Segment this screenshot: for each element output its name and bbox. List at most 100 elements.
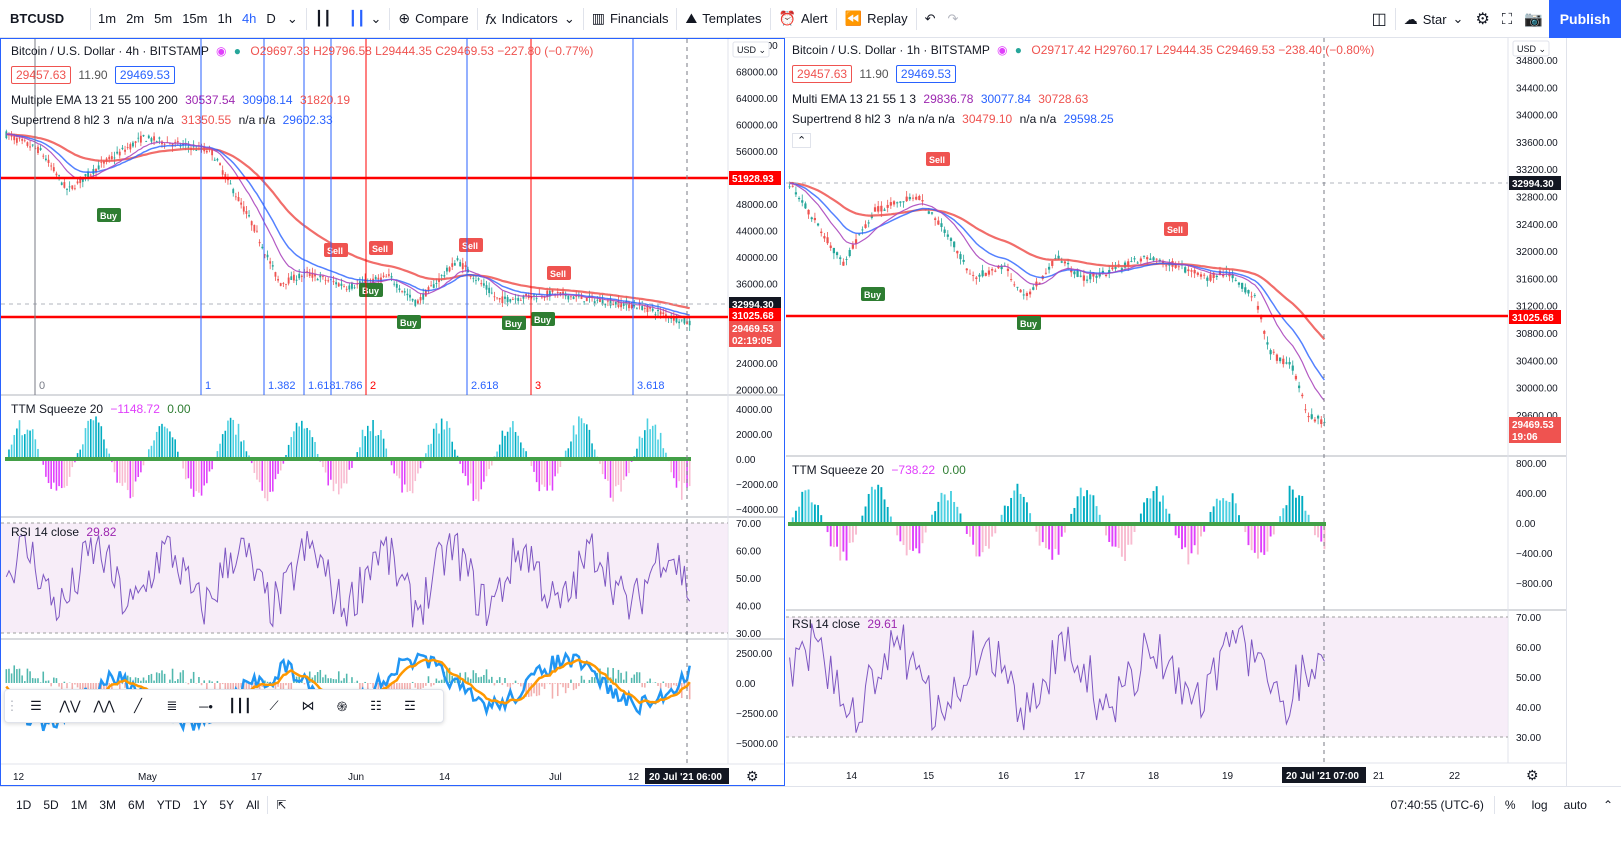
right-ask-box[interactable]: 29469.53 <box>895 65 956 83</box>
redo-button[interactable]: ↷ <box>941 0 964 38</box>
buy-signal-label[interactable]: Buy <box>100 211 117 221</box>
indicators-button[interactable]: fx Indicators ⌄ <box>480 0 581 38</box>
drag-handle-icon[interactable]: ⋮ <box>5 698 19 713</box>
buy-signal-badge[interactable] <box>531 312 555 326</box>
auto-toggle[interactable]: auto <box>1563 798 1587 812</box>
sell-signal-badge[interactable] <box>324 243 348 257</box>
sell-signal-label[interactable]: Sell <box>327 246 343 256</box>
log-toggle[interactable]: log <box>1531 798 1548 812</box>
left-ema-legend[interactable]: Multiple EMA 13 21 55 100 200 30537.54 3… <box>11 93 350 107</box>
range-5y[interactable]: 5Y <box>219 797 235 812</box>
collapse-legend-button[interactable]: ⌃ <box>792 133 812 148</box>
sell-signal-badge[interactable] <box>1164 222 1188 236</box>
currency-label[interactable]: USD ⌄ <box>737 45 766 55</box>
publish-button[interactable]: Publish <box>1549 0 1621 38</box>
chart-settings-gear-icon[interactable]: ⚙ <box>1526 767 1539 783</box>
range-1y[interactable]: 1Y <box>192 797 208 812</box>
left-bid-box[interactable]: 29457.63 <box>11 66 72 84</box>
right-ema-legend[interactable]: Multi EMA 13 21 55 1 3 29836.78 30077.84… <box>792 92 1088 106</box>
expand-up-icon[interactable]: ⌃ <box>1602 798 1613 812</box>
timeframe-1h[interactable]: 1h <box>217 11 232 26</box>
buy-signal-badge[interactable] <box>502 316 526 330</box>
horizontal-lines-tool-icon[interactable]: ☰ <box>30 698 42 713</box>
alert-button[interactable]: ⏰ Alert <box>773 0 834 38</box>
right-bid-box[interactable]: 29457.63 <box>792 65 853 83</box>
horizontal-ray-tool-icon[interactable]: ─• <box>199 698 213 714</box>
star-button[interactable]: ☁ Star ⌄ <box>1398 0 1470 38</box>
fib-extension-tool-icon[interactable]: ☷ <box>370 698 382 713</box>
line-tool-icon[interactable]: ⟋ <box>269 698 279 713</box>
buy-signal-label[interactable]: Buy <box>362 286 379 296</box>
buy-signal-label[interactable]: Buy <box>505 319 522 329</box>
range-all[interactable]: All <box>246 797 260 812</box>
buy-signal-label[interactable]: Buy <box>400 318 417 328</box>
compare-button[interactable]: ⊕ Compare <box>392 0 474 38</box>
range-3m[interactable]: 3M <box>99 797 117 812</box>
timeframe-2m[interactable]: 2m <box>126 11 145 26</box>
percent-toggle[interactable]: % <box>1504 798 1516 812</box>
sell-signal-badge[interactable] <box>926 152 950 166</box>
range-5d[interactable]: 5D <box>43 797 59 812</box>
bar-style-button[interactable]: ┃┃ <box>309 0 343 38</box>
buy-signal-label[interactable]: Buy <box>864 290 881 300</box>
buy-signal-badge[interactable] <box>97 208 121 222</box>
settings-button[interactable]: ⚙ <box>1469 0 1495 38</box>
layout-button[interactable]: ◫ <box>1366 0 1393 38</box>
sell-signal-badge[interactable] <box>459 238 483 252</box>
sell-signal-label[interactable]: Sell <box>929 155 945 165</box>
candle-style-button[interactable]: ┃┃ ⌄ <box>343 0 388 38</box>
right-supertrend-legend[interactable]: Supertrend 8 hl2 3 n/a n/a n/a 30479.10 … <box>792 112 1114 126</box>
snapshot-button[interactable]: 📷 <box>1518 0 1549 38</box>
financials-button[interactable]: ▥ Financials <box>586 0 675 38</box>
range-6m[interactable]: 6M <box>128 797 145 812</box>
timeframe-dropdown[interactable]: ⌄ <box>281 0 304 38</box>
left-ask-box[interactable]: 29469.53 <box>114 66 175 84</box>
right-chart-canvas[interactable]: 34800.00 34400.00 34000.00 33600.00 33200.00… <box>786 38 1566 786</box>
currency-selector[interactable] <box>732 41 770 58</box>
range-1d[interactable]: 1D <box>16 797 32 812</box>
buy-signal-label[interactable]: Buy <box>534 315 551 325</box>
xabcd-pattern-tool-icon[interactable]: ⋈ <box>301 698 315 713</box>
currency-selector[interactable] <box>1512 40 1550 57</box>
timeframe-15m[interactable]: 15m <box>182 11 208 26</box>
buy-signal-badge[interactable] <box>1017 316 1041 330</box>
right-ttm-legend[interactable]: TTM Squeeze 20 −738.22 0.00 <box>792 463 966 477</box>
fib-channel-tool-icon[interactable]: ☲ <box>404 698 416 713</box>
timeframe-4h[interactable]: 4h <box>241 11 257 26</box>
chart-panel-left[interactable]: 72000.0068000.0064000.0060000.0056000.00… <box>0 38 785 786</box>
chart-settings-gear-icon[interactable]: ⚙ <box>746 768 759 784</box>
visibility-icon[interactable]: ◉ <box>215 44 227 58</box>
sell-signal-badge[interactable] <box>547 266 571 280</box>
fib-retracement-tool-icon[interactable]: ≣ <box>166 698 178 713</box>
left-ttm-legend[interactable]: TTM Squeeze 20 −1148.72 0.00 <box>11 402 191 416</box>
timeframe-1m[interactable]: 1m <box>98 11 117 26</box>
elliott-wave-tool-icon[interactable]: ⋀⋁ <box>59 698 81 713</box>
sell-signal-badge[interactable] <box>369 241 393 255</box>
timeframe-d[interactable]: D <box>266 11 276 26</box>
range-1m[interactable]: 1M <box>70 797 88 812</box>
abcd-pattern-tool-icon[interactable]: ⋀⋀ <box>93 698 115 713</box>
visibility-icon[interactable]: ◉ <box>996 43 1008 57</box>
trend-line-tool-icon[interactable]: ╱ <box>134 698 142 713</box>
currency-label[interactable]: USD ⌄ <box>1517 44 1546 54</box>
right-rsi-legend[interactable]: RSI 14 close 29.61 <box>792 617 897 631</box>
left-chart-canvas[interactable]: 72000.0068000.0064000.0060000.0056000.00… <box>1 39 784 785</box>
buy-signal-badge[interactable] <box>397 315 421 329</box>
symbol-search[interactable]: BTCUSD <box>10 11 65 26</box>
undo-button[interactable]: ↶ <box>919 0 942 38</box>
buy-signal-badge[interactable] <box>359 283 383 297</box>
left-rsi-legend[interactable]: RSI 14 close 29.82 <box>11 525 116 539</box>
buy-signal-label[interactable]: Buy <box>1020 319 1037 329</box>
left-supertrend-legend[interactable]: Supertrend 8 hl2 3 n/a n/a n/a 31350.55 … <box>11 113 333 127</box>
buy-signal-badge[interactable] <box>861 287 885 301</box>
fullscreen-button[interactable]: ⛶ <box>1496 0 1519 38</box>
replay-button[interactable]: ⏪ Replay <box>839 0 914 38</box>
go-to-date-button[interactable]: ⇱ <box>270 798 292 812</box>
sell-signal-label[interactable]: Sell <box>372 244 388 254</box>
spiral-tool-icon[interactable]: ֍ <box>336 699 348 714</box>
timeframe-5m[interactable]: 5m <box>154 11 173 26</box>
templates-button[interactable]: ⛰ Templates <box>679 0 767 38</box>
chart-panel-right[interactable]: 34800.00 34400.00 34000.00 33600.00 33200.00… <box>786 38 1566 786</box>
vertical-lines-tool-icon[interactable]: ┃┃┃ <box>228 698 252 713</box>
sell-signal-label[interactable]: Sell <box>550 269 566 279</box>
